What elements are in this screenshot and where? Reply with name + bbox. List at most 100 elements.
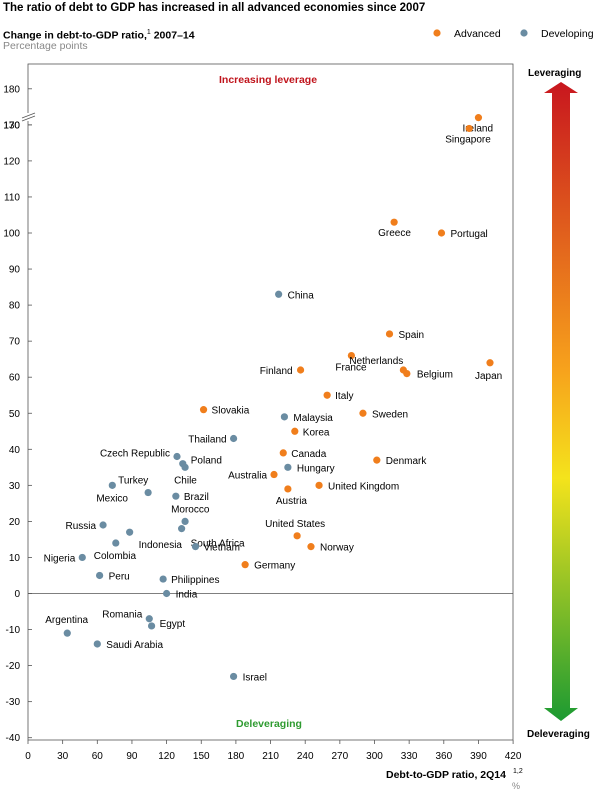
point-label-turkey: Turkey bbox=[118, 476, 148, 487]
point-advanced-finland bbox=[296, 366, 305, 374]
point-label-colombia: Colombia bbox=[94, 551, 137, 562]
point-advanced-germany bbox=[241, 561, 249, 569]
point-label-finland: Finland bbox=[260, 366, 293, 377]
leverage-arrow: Leveraging Deleveraging bbox=[527, 68, 590, 740]
point-label-indonesia: Indonesia bbox=[139, 540, 183, 551]
point-advanced-australia bbox=[270, 470, 278, 479]
y-axis: 1801701301201101009080706050403020100-10… bbox=[3, 84, 32, 744]
point-label-greece: Greece bbox=[378, 228, 411, 239]
y-tick-label: 180 bbox=[3, 84, 20, 95]
y-tick-label: -30 bbox=[6, 697, 21, 708]
point-label-japan: Japan bbox=[475, 371, 502, 382]
subtitle-footnote-mark: 1 bbox=[146, 29, 151, 36]
y-tick-label: 80 bbox=[9, 301, 21, 312]
point-label-argentina: Argentina bbox=[45, 615, 88, 626]
legend-advanced-label: Advanced bbox=[454, 28, 501, 40]
point-label-south-africa: South Africa bbox=[191, 539, 245, 550]
point-advanced-singapore bbox=[465, 124, 473, 133]
arrow-bottom-label: Deleveraging bbox=[527, 729, 590, 740]
point-developing-mexico bbox=[108, 481, 116, 489]
arrow-top-label: Leveraging bbox=[528, 68, 581, 79]
point-label-romania: Romania bbox=[102, 610, 142, 621]
point-advanced-belgium bbox=[403, 369, 411, 378]
point-developing-malaysia bbox=[280, 413, 289, 421]
point-advanced-united-states bbox=[293, 532, 301, 540]
y-tick-label: -40 bbox=[6, 733, 21, 744]
point-advanced-korea bbox=[291, 427, 299, 435]
point-advanced-norway bbox=[307, 543, 315, 551]
x-tick-label: 60 bbox=[92, 751, 104, 762]
point-developing-vietnam bbox=[191, 543, 200, 551]
point-developing-romania bbox=[145, 615, 153, 623]
legend: Advanced Developing bbox=[433, 28, 594, 40]
point-label-canada: Canada bbox=[291, 449, 326, 460]
point-label-peru: Peru bbox=[109, 571, 130, 582]
y-tick-label: 20 bbox=[9, 517, 21, 528]
point-advanced-austria bbox=[284, 485, 292, 493]
point-label-sweden: Sweden bbox=[372, 409, 408, 420]
y-tick-label: 50 bbox=[9, 409, 21, 420]
point-developing-thailand bbox=[229, 434, 238, 443]
x-tick-label: 180 bbox=[228, 751, 245, 762]
point-developing-argentina bbox=[63, 629, 71, 637]
x-tick-label: 330 bbox=[401, 751, 418, 762]
point-label-egypt: Egypt bbox=[160, 619, 186, 630]
chart-title: The ratio of debt to GDP has increased i… bbox=[3, 2, 426, 14]
x-axis: 0 30 60 90 120 150 180 210 240 270 300 330 360 390 420 bbox=[25, 740, 522, 762]
legend-developing-label: Developing bbox=[541, 28, 594, 40]
x-tick-label: 300 bbox=[366, 751, 383, 762]
point-developing-chile bbox=[181, 463, 189, 471]
y-tick-label: 120 bbox=[3, 156, 20, 167]
point-advanced-slovakia bbox=[199, 406, 208, 414]
point-label-australia: Australia bbox=[228, 471, 267, 482]
x-tick-label: 240 bbox=[297, 751, 314, 762]
y-tick-label: 170 bbox=[3, 120, 20, 131]
point-label-israel: Israel bbox=[243, 672, 267, 683]
point-developing-philippines bbox=[159, 575, 167, 583]
point-developing-nigeria bbox=[78, 553, 86, 562]
point-label-portugal: Portugal bbox=[450, 229, 487, 240]
point-developing-czech-republic bbox=[173, 452, 181, 461]
y-tick-label: 100 bbox=[3, 229, 20, 240]
point-label-italy: Italy bbox=[335, 391, 353, 402]
chart-subtitle: Change in debt-to-GDP ratio,1 2007–14 bbox=[3, 29, 195, 42]
point-label-chile: Chile bbox=[174, 475, 197, 486]
point-developing-hungary bbox=[284, 463, 292, 471]
point-label-germany: Germany bbox=[254, 561, 295, 572]
subtitle-period: 2007–14 bbox=[150, 29, 195, 42]
x-tick-label: 420 bbox=[505, 751, 522, 762]
plot-area bbox=[27, 63, 514, 741]
point-developing-colombia bbox=[112, 539, 120, 547]
point-label-france: France bbox=[335, 363, 367, 374]
point-developing-south-africa bbox=[178, 525, 186, 533]
point-label-vietnam: Vietnam bbox=[203, 543, 240, 554]
point-label-czech-republic: Czech Republic bbox=[100, 449, 170, 460]
x-tick-label: 90 bbox=[126, 751, 138, 762]
point-label-hungary: Hungary bbox=[297, 463, 335, 474]
y-tick-label: 90 bbox=[9, 265, 21, 276]
y-axis-break bbox=[20, 112, 36, 122]
y-tick-label: 70 bbox=[9, 337, 21, 348]
point-advanced-greece bbox=[390, 218, 398, 226]
y-tick-label: 110 bbox=[4, 192, 20, 203]
point-label-china: China bbox=[288, 290, 315, 301]
point-label-norway: Norway bbox=[320, 543, 354, 554]
x-axis-label: Debt-to-GDP ratio, 2Q14 bbox=[386, 769, 506, 781]
point-advanced-ireland bbox=[474, 114, 483, 122]
point-developing-egypt bbox=[147, 622, 156, 630]
point-developing-israel bbox=[229, 672, 238, 681]
point-label-poland: Poland bbox=[191, 456, 222, 467]
point-developing-china bbox=[275, 290, 283, 298]
y-tick-label: 10 bbox=[9, 553, 21, 564]
subtitle-text: Change in debt-to-GDP ratio, bbox=[3, 29, 147, 42]
point-label-philippines: Philippines bbox=[171, 575, 219, 586]
point-label-austria: Austria bbox=[276, 496, 308, 507]
x-tick-label: 30 bbox=[57, 751, 69, 762]
y-tick-label: -20 bbox=[6, 661, 21, 672]
point-label-spain: Spain bbox=[399, 330, 425, 341]
legend-developing-marker bbox=[520, 29, 528, 37]
point-label-brazil: Brazil bbox=[184, 492, 209, 503]
y-tick-label: -10 bbox=[6, 625, 21, 636]
